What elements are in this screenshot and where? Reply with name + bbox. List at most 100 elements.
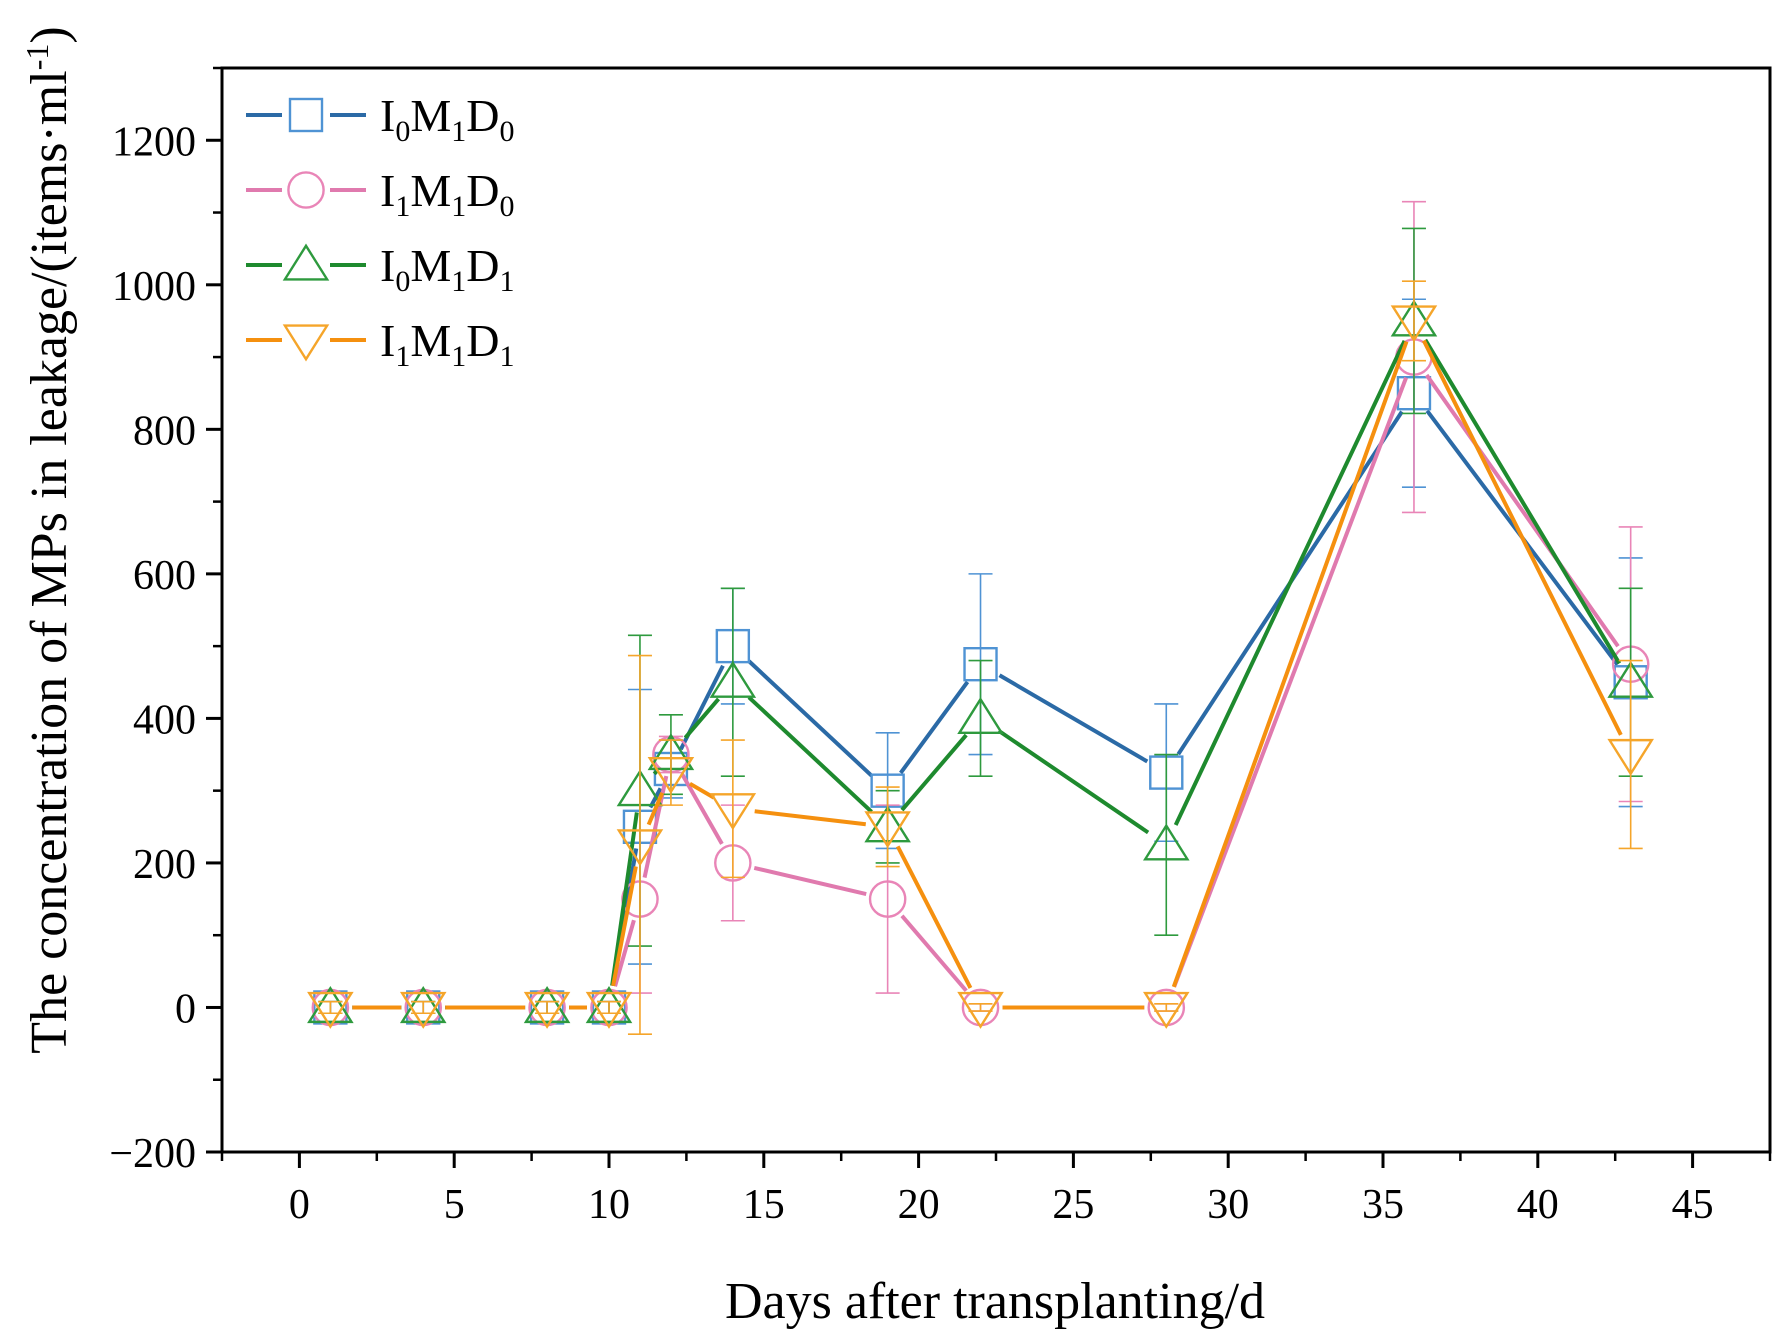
data-point bbox=[307, 991, 354, 1029]
data-point bbox=[957, 991, 1004, 1029]
series-line-segment bbox=[1425, 373, 1620, 648]
data-point bbox=[864, 811, 911, 849]
series-line-segment bbox=[1423, 338, 1622, 665]
data-point bbox=[709, 660, 757, 698]
legend-text: D bbox=[466, 90, 499, 141]
series-line-segment bbox=[997, 729, 1150, 835]
data-point bbox=[1390, 305, 1438, 343]
series-line-segment bbox=[754, 809, 867, 827]
series-line-segment bbox=[611, 866, 638, 987]
x-tick-label: 5 bbox=[444, 1182, 465, 1228]
x-tick-label: 0 bbox=[289, 1182, 310, 1228]
legend-label: I1M1D1 bbox=[380, 315, 514, 373]
data-point bbox=[399, 986, 447, 1024]
data-point bbox=[585, 991, 633, 1029]
series-line-segment bbox=[610, 812, 639, 986]
legend-text: I bbox=[380, 315, 395, 366]
data-point bbox=[585, 986, 633, 1024]
series-line-segment bbox=[1422, 339, 1623, 736]
legend-subscript: 1 bbox=[395, 340, 410, 373]
y-axis-title: The concentration of MPs in leakage/(ite… bbox=[19, 26, 78, 1053]
y-axis-title-superscript: -1 bbox=[19, 44, 55, 71]
series-line-segment bbox=[646, 792, 665, 826]
legend-label: I0M1D0 bbox=[380, 90, 514, 148]
series-layer bbox=[307, 200, 1654, 1036]
legend-text: I bbox=[380, 90, 395, 141]
legend-text: M bbox=[410, 90, 451, 141]
y-axis-title-main: The concentration of MPs in leakage/(ite… bbox=[21, 70, 78, 1053]
series-line-segment bbox=[998, 673, 1149, 764]
data-point bbox=[529, 990, 565, 1025]
legend-subscript: 1 bbox=[499, 340, 514, 373]
data-point bbox=[591, 990, 627, 1025]
legend-subscript: 0 bbox=[499, 190, 514, 223]
data-point bbox=[406, 990, 441, 1025]
data-point bbox=[399, 991, 447, 1029]
legend-subscript: 0 bbox=[395, 115, 410, 148]
data-point bbox=[1142, 991, 1190, 1029]
legend-text: M bbox=[410, 240, 451, 291]
x-tick-label: 45 bbox=[1672, 1182, 1714, 1228]
series-line-segment bbox=[1173, 339, 1407, 826]
x-tick-label: 40 bbox=[1517, 1182, 1559, 1228]
x-tick-label: 25 bbox=[1052, 1182, 1094, 1228]
x-tick-label: 20 bbox=[898, 1182, 940, 1228]
x-tick-label: 30 bbox=[1207, 1182, 1249, 1228]
legend-subscript: 1 bbox=[451, 265, 466, 298]
y-tick-label: 400 bbox=[133, 697, 196, 743]
legend-text: D bbox=[466, 315, 499, 366]
y-axis-title-close: ) bbox=[21, 26, 78, 43]
legend-subscript: 1 bbox=[451, 190, 466, 223]
data-point bbox=[709, 793, 757, 831]
data-point bbox=[1607, 738, 1654, 776]
y-tick-label: 600 bbox=[133, 553, 196, 599]
legend-text: I bbox=[380, 240, 395, 291]
series-line-segment bbox=[613, 919, 636, 987]
series-line-segment bbox=[895, 845, 973, 989]
legend-subscript: 0 bbox=[499, 115, 514, 148]
data-point bbox=[523, 991, 571, 1029]
x-axis-title: Days after transplanting/d bbox=[725, 1273, 1265, 1330]
legend-subscript: 1 bbox=[395, 190, 410, 223]
series-line-segment bbox=[1171, 340, 1409, 988]
series-line-segment bbox=[747, 659, 873, 778]
y-tick-label: 1000 bbox=[112, 264, 196, 310]
series-line-segment bbox=[683, 697, 721, 740]
data-point bbox=[616, 829, 664, 867]
data-point bbox=[523, 986, 571, 1024]
data-point bbox=[1142, 823, 1190, 861]
y-tick-label: 0 bbox=[175, 986, 196, 1032]
legend-marker bbox=[288, 97, 324, 133]
legend-label: I1M1D0 bbox=[380, 165, 514, 223]
legend-label: I0M1D1 bbox=[380, 240, 514, 298]
series-line-segment bbox=[1172, 376, 1408, 988]
series-line-segment bbox=[652, 769, 659, 776]
legend-text: D bbox=[466, 240, 499, 291]
series-line-segment bbox=[747, 695, 873, 814]
legend-subscript: 1 bbox=[451, 340, 466, 373]
series-line-segment bbox=[900, 914, 968, 993]
series-line-segment bbox=[900, 733, 968, 812]
series-line-segment bbox=[688, 781, 715, 800]
x-axis: 0 5 10 15 20 25 30 35 40 45 bbox=[220, 1152, 1772, 1228]
series-line-segment bbox=[642, 775, 669, 878]
legend-marker bbox=[282, 243, 330, 281]
series-line-segment bbox=[899, 680, 970, 775]
legend-subscript: 0 bbox=[395, 265, 410, 298]
legend-text: I bbox=[380, 165, 395, 216]
x-tick-label: 35 bbox=[1362, 1182, 1404, 1228]
legend-marker bbox=[287, 171, 325, 209]
y-axis: −200 0 200 400 600 800 1000 1200 bbox=[109, 66, 222, 1177]
data-point bbox=[868, 880, 907, 918]
y-tick-label: 1200 bbox=[112, 119, 196, 165]
legend-marker bbox=[282, 324, 330, 362]
y-tick-label: 200 bbox=[133, 842, 196, 888]
data-point bbox=[647, 757, 695, 795]
legend-subscript: 1 bbox=[451, 115, 466, 148]
series-I1M1D1 bbox=[307, 280, 1654, 1036]
legend-subscript: 1 bbox=[499, 265, 514, 298]
data-point bbox=[313, 990, 348, 1025]
